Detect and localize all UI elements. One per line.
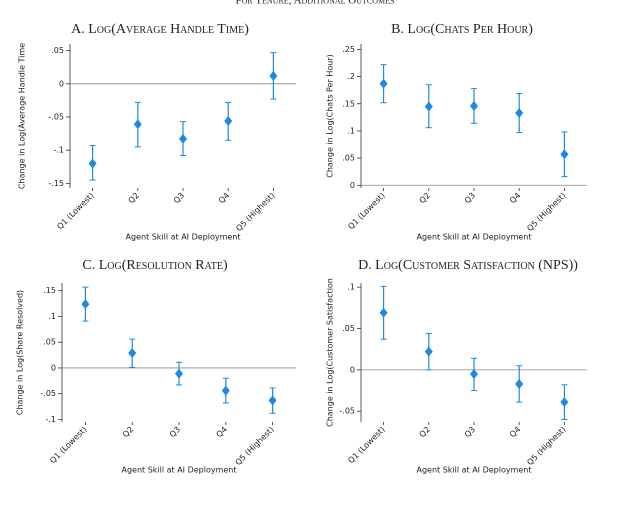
- y-tick-label: -.05: [40, 389, 56, 398]
- point-estimate: [424, 101, 433, 112]
- x-axis-label: Agent Skill at AI Deployment: [125, 233, 240, 242]
- point-estimate: [88, 158, 97, 169]
- y-axis-label: Change in Log(Chats Per Hour): [326, 54, 335, 178]
- point-estimate: [175, 368, 183, 379]
- point-estimate: [133, 119, 142, 130]
- y-axis-label: Change in Log(Customer Satisfaction: [326, 278, 335, 427]
- point-estimate: [128, 348, 137, 359]
- y-tick-label: .1: [347, 283, 355, 292]
- y-tick-label: 0: [350, 181, 355, 190]
- point-estimate: [268, 395, 277, 406]
- y-tick-label: 0: [51, 363, 56, 372]
- y-tick-label: .15: [342, 99, 355, 108]
- y-tick-label: .15: [43, 286, 56, 295]
- y-tick-label: 0: [59, 79, 64, 88]
- y-axis-label: Change in Log(Average Handle Time: [18, 43, 27, 189]
- panel-title: C. Log(Resolution Rate): [82, 258, 228, 273]
- point-estimate: [221, 385, 230, 396]
- y-tick-label: .05: [51, 46, 64, 55]
- panel-title: A. Log(Average Handle Time): [71, 22, 249, 37]
- point-estimate: [560, 397, 569, 408]
- y-axis-label: Change in Log(Share Resolved): [16, 290, 25, 415]
- y-tick-label: .2: [347, 72, 355, 81]
- point-estimate: [424, 346, 433, 357]
- point-estimate: [470, 100, 478, 111]
- y-tick-label: -.05: [48, 112, 64, 121]
- y-tick-label: -.15: [48, 179, 64, 188]
- x-axis-label: Agent Skill at AI Deployment: [121, 466, 236, 475]
- y-tick-label: .05: [43, 338, 56, 347]
- y-tick-label: 0: [350, 365, 355, 374]
- y-tick-label: .1: [347, 126, 355, 135]
- panel-title: B. Log(Chats Per Hour): [391, 22, 533, 37]
- panel-title: D. Log(Customer Satisfaction (NPS)): [358, 258, 578, 273]
- point-estimate: [224, 115, 233, 126]
- point-estimate: [269, 70, 278, 81]
- y-tick-label: .25: [342, 45, 355, 54]
- point-estimate: [470, 369, 478, 380]
- y-tick-label: -.1: [45, 415, 56, 424]
- point-estimate: [560, 149, 569, 160]
- x-axis-label: Agent Skill at AI Deployment: [416, 466, 531, 475]
- y-tick-label: .05: [342, 154, 355, 163]
- x-axis-label: Agent Skill at AI Deployment: [416, 233, 531, 242]
- y-tick-label: .1: [48, 312, 56, 321]
- point-estimate: [379, 307, 388, 318]
- y-tick-label: -.1: [53, 146, 64, 155]
- point-estimate: [515, 378, 524, 389]
- point-estimate: [179, 133, 187, 144]
- point-estimate: [379, 78, 388, 89]
- y-tick-label: -.05: [339, 407, 355, 416]
- point-estimate: [81, 299, 90, 310]
- y-tick-label: .05: [342, 324, 355, 333]
- figure-caption: For Tenure, Additional Outcomes: [236, 0, 395, 7]
- point-estimate: [515, 108, 524, 119]
